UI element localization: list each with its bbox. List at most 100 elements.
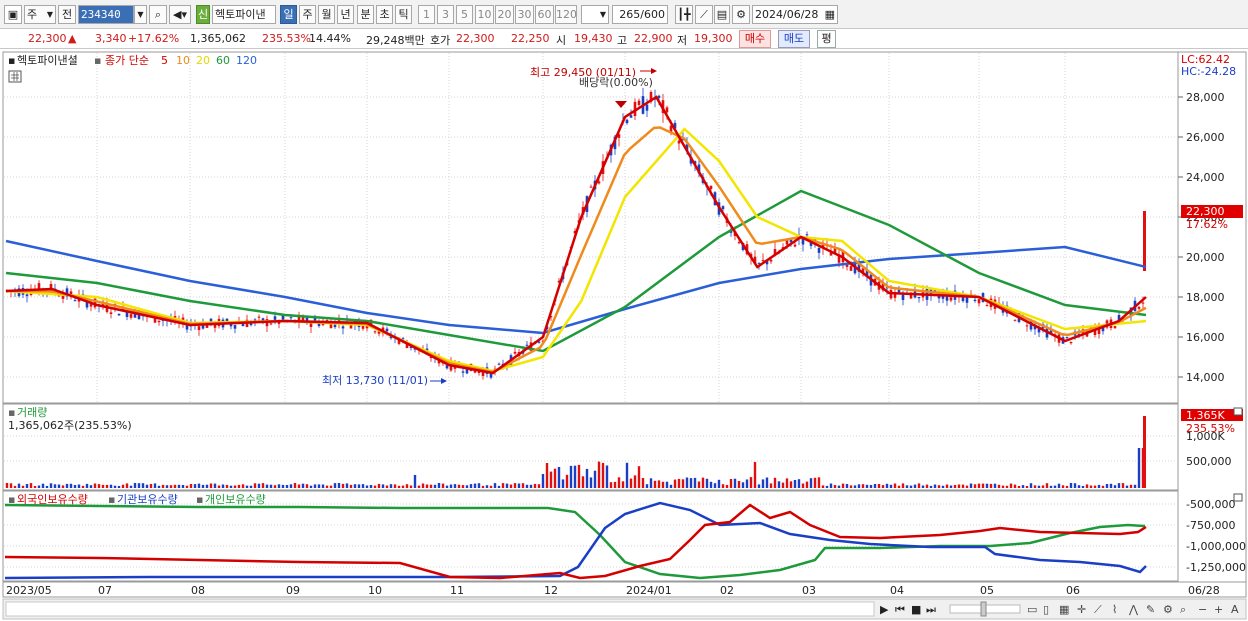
volume-bar [393, 484, 397, 488]
volume-bar [769, 483, 773, 488]
candle-body [317, 322, 321, 326]
volume-bar [829, 483, 833, 488]
tab-tick[interactable]: 틱 [395, 5, 412, 24]
volume-bar [593, 470, 597, 488]
up-arrow-icon: ▲ [68, 32, 77, 45]
dropdown-arrow-icon: ▼ [46, 10, 53, 19]
candle-body [1093, 328, 1097, 335]
volume-bar [441, 483, 445, 488]
candle-body [157, 320, 161, 323]
volume-bar [793, 480, 797, 488]
stop-icon[interactable]: ■ [911, 603, 921, 616]
volume-bar [1045, 483, 1049, 488]
legend-ma-20: 20 [196, 54, 210, 67]
rewind-icon[interactable]: ⏮ [895, 603, 905, 616]
ma-line-120 [5, 239, 1147, 335]
stock-code-input[interactable]: 234340 [78, 5, 134, 24]
volume-bar [789, 481, 793, 488]
zoom-out-icon[interactable]: − [1198, 603, 1207, 616]
interval-60[interactable]: 60 [535, 5, 554, 24]
zoom-in-icon[interactable]: + [1214, 603, 1223, 616]
scrollbar-track[interactable] [5, 601, 875, 617]
prev-button[interactable]: 전 [58, 5, 76, 24]
volume-bar [609, 482, 613, 488]
panel-maximize-icon[interactable] [1233, 407, 1243, 416]
candle-body [917, 297, 921, 299]
tab-day[interactable]: 일 [280, 5, 297, 24]
x-tick: 07 [98, 584, 112, 597]
layout-icon[interactable]: ▭ [1027, 603, 1037, 616]
interval-1[interactable]: 1 [418, 5, 435, 24]
x-tick: 10 [368, 584, 382, 597]
draw-tool-icon[interactable]: ⟋ [695, 5, 713, 24]
stock-code-dropdown[interactable]: ▼ [134, 5, 147, 24]
volume-bar [245, 485, 249, 488]
volume-bar [493, 483, 497, 488]
high-annotation: 최고 29,450 (01/11) [530, 66, 636, 79]
date-field[interactable]: 2024/06/28 ▦ [752, 5, 838, 24]
calculator-icon[interactable] [8, 70, 22, 83]
interval-10[interactable]: 10 [475, 5, 494, 24]
font-size-icon[interactable]: A [1231, 603, 1239, 616]
panel-maximize-icon[interactable] [1233, 493, 1243, 502]
volume-bar [41, 483, 45, 488]
count-value: 265 [619, 8, 641, 21]
pattern-icon[interactable]: ⋀ [1128, 603, 1139, 616]
custom-interval-input[interactable]: ▼ [581, 5, 609, 24]
dividend-annotation: 배당락(0.00%) [579, 76, 653, 89]
interval-5[interactable]: 5 [456, 5, 473, 24]
settings-icon[interactable]: ⚙ [1163, 603, 1173, 616]
interval-120[interactable]: 120 [555, 5, 577, 24]
grid-icon[interactable]: ▦ [1059, 603, 1069, 616]
interval-20[interactable]: 20 [495, 5, 514, 24]
x-axis-bar [2, 581, 1247, 598]
candle-body [753, 256, 757, 264]
wave-icon[interactable]: ⌇ [1112, 603, 1117, 616]
buy-button[interactable]: 매수 [739, 30, 771, 48]
volume-bar [597, 461, 601, 488]
settings-gear-icon[interactable]: ⚙ [732, 5, 750, 24]
volume-bar [317, 484, 321, 488]
search-icon[interactable]: ⌕ [149, 5, 167, 24]
candle-body [965, 296, 969, 303]
calculator-icon-grid [11, 72, 19, 81]
count-total: /600 [640, 8, 665, 21]
candle-type-icon[interactable]: ┃╋ [675, 5, 693, 24]
volume-bar [937, 485, 941, 488]
volume-bar [1037, 485, 1041, 488]
scroll-right-icon[interactable]: ▶ [880, 603, 889, 616]
crosshair-icon[interactable]: ✛ [1077, 603, 1086, 616]
dropdown-arrow-icon: ▼ [599, 10, 606, 19]
volume-bar [1001, 485, 1005, 488]
interval-30[interactable]: 30 [515, 5, 534, 24]
layout-icon[interactable]: ▣ [4, 5, 22, 24]
tab-second[interactable]: 초 [376, 5, 393, 24]
volume-bar [221, 484, 225, 488]
trend-icon[interactable]: ⟋ [1094, 603, 1102, 616]
tab-minute[interactable]: 분 [357, 5, 374, 24]
layout-split-icon[interactable]: ▯ [1043, 603, 1049, 616]
volume-bar [537, 484, 541, 488]
pen-icon[interactable]: ✎ [1146, 603, 1155, 616]
avg-button[interactable]: 평 [817, 30, 836, 48]
candle-body [1101, 325, 1105, 332]
volume-bar [689, 478, 693, 488]
volume-bar [605, 465, 609, 488]
period-type-select[interactable]: 주 ▼ [24, 5, 56, 24]
candle-body [269, 323, 273, 325]
zoom-icon[interactable]: ⌕ [1180, 603, 1186, 616]
fast-forward-icon[interactable]: ⏭ [926, 603, 936, 616]
tab-year[interactable]: 년 [337, 5, 354, 24]
tab-week[interactable]: 주 [299, 5, 316, 24]
candle-body [685, 144, 689, 151]
volume-bar [849, 485, 853, 488]
tab-month[interactable]: 월 [318, 5, 335, 24]
interval-3[interactable]: 3 [437, 5, 454, 24]
save-icon[interactable]: ▤ [714, 5, 730, 24]
zoom-slider-handle[interactable] [980, 601, 987, 617]
volume-bar [49, 483, 53, 488]
count-field[interactable]: 265/600 [612, 5, 668, 24]
speaker-icon[interactable]: ◀▾ [169, 5, 191, 24]
sell-button[interactable]: 매도 [778, 30, 810, 48]
candle-body [809, 242, 813, 246]
